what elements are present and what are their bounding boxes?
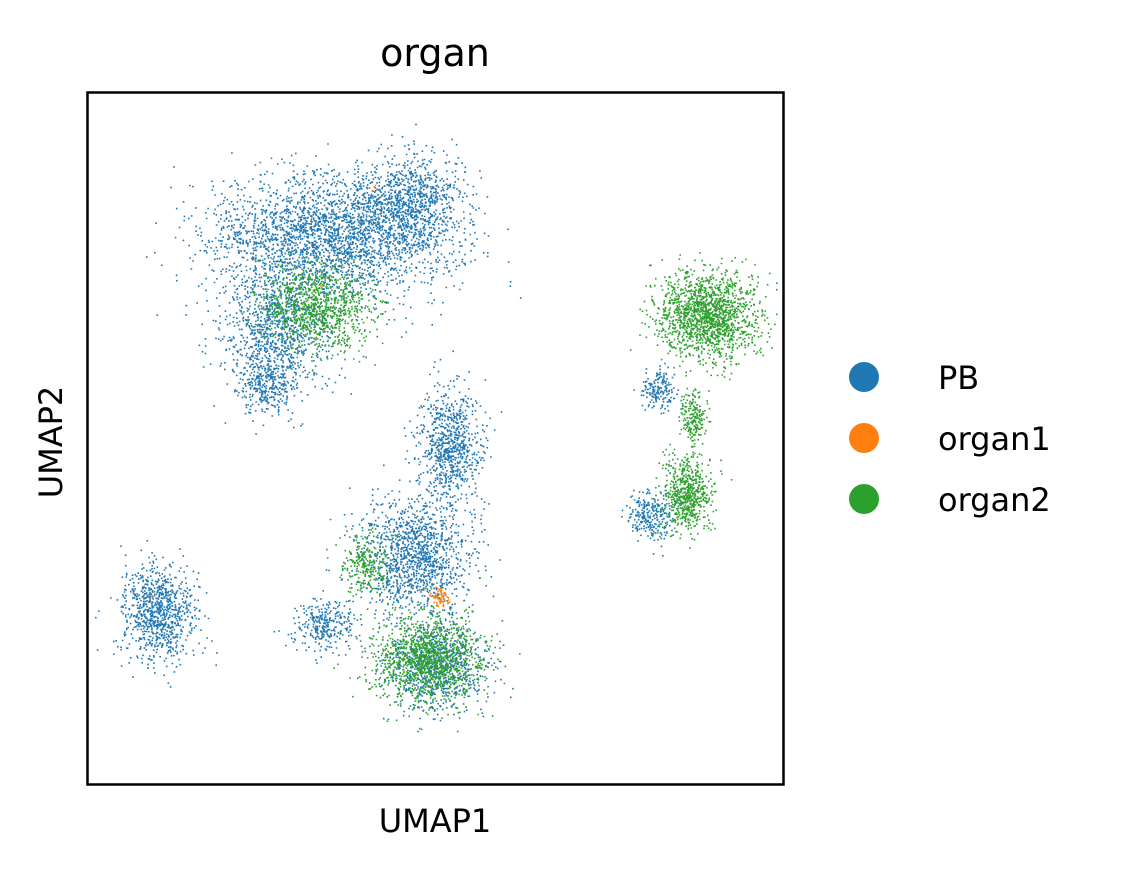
plot-frame	[86, 91, 785, 786]
legend-label-organ2: organ2	[938, 481, 1051, 519]
legend-marker-organ2	[849, 484, 879, 514]
series-pb	[95, 123, 686, 733]
scatter-points	[95, 123, 778, 733]
series-organ2	[231, 228, 778, 731]
legend: PB organ1 organ2	[849, 359, 1051, 519]
legend-label-pb: PB	[938, 359, 979, 397]
y-axis-label: UMAP2	[32, 386, 70, 499]
x-axis-label: UMAP1	[379, 802, 492, 840]
legend-item-organ2: organ2	[849, 481, 1051, 519]
legend-marker-organ1	[849, 423, 879, 453]
legend-marker-pb	[849, 362, 879, 392]
chart-title: organ	[380, 31, 490, 75]
legend-item-organ1: organ1	[849, 420, 1051, 458]
legend-label-organ1: organ1	[938, 420, 1051, 458]
scatter-point-set-organ2	[231, 228, 778, 731]
legend-item-pb: PB	[849, 359, 979, 397]
plot-area	[86, 91, 785, 786]
scatter-point-set-pb	[95, 123, 686, 733]
